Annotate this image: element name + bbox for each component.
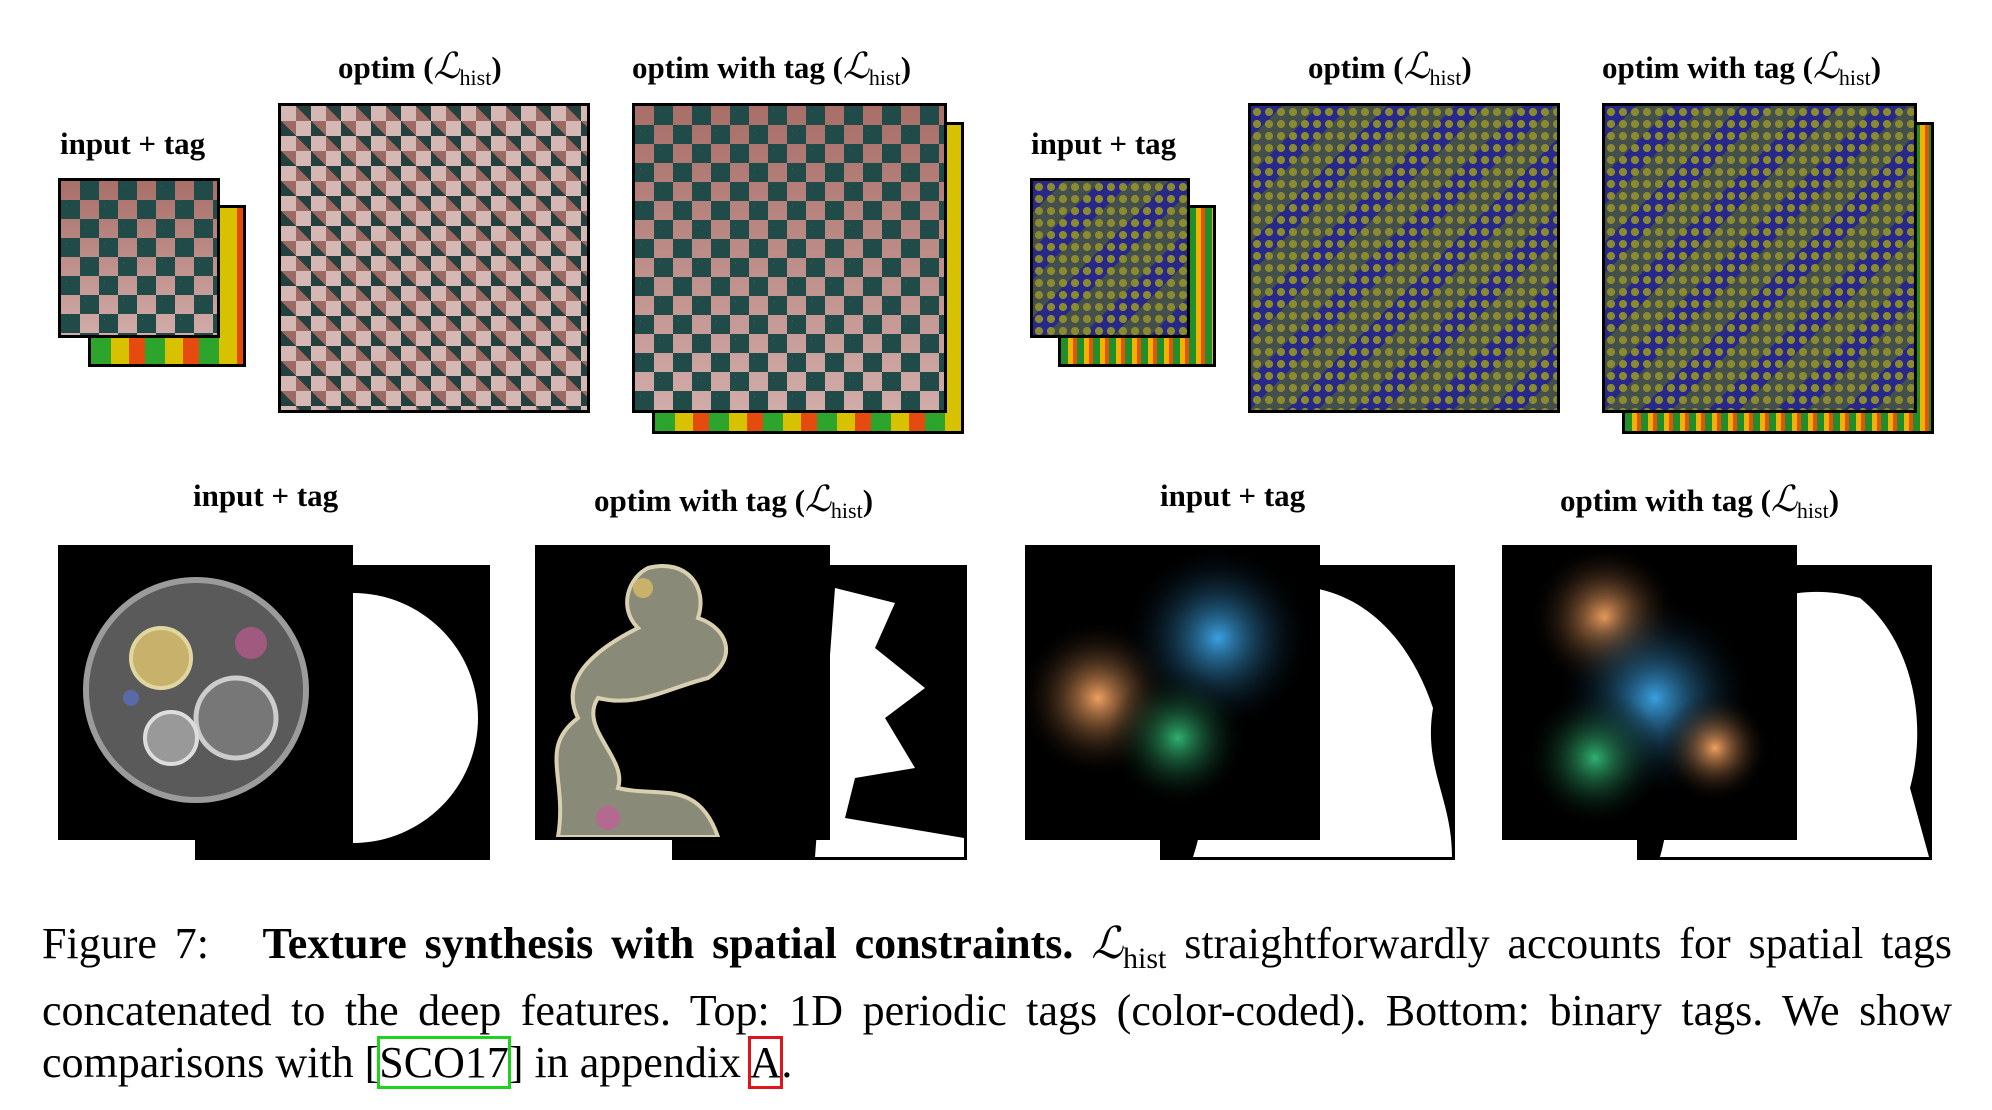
input-texture-2 (1030, 178, 1190, 338)
smoke-graphic (1028, 548, 1313, 808)
optim-with-tag-result-2 (1602, 103, 1917, 413)
input-texture-1 (58, 178, 220, 338)
optim-with-tag-result-1 (632, 103, 947, 413)
watch-gears-input (58, 545, 353, 840)
label-input-tag-1: input + tag (60, 126, 206, 161)
caption-loss-symbol: ℒ (1091, 919, 1123, 968)
label-input-tag-2: input + tag (1031, 126, 1177, 161)
caption-text-3: . (781, 1037, 793, 1087)
gears-graphic (83, 577, 309, 803)
label-optim-2: optim (ℒhist) (1308, 46, 1472, 91)
citation-sco17-link[interactable]: SCO17 (377, 1035, 511, 1089)
label-input-tag-4: input + tag (1160, 478, 1306, 513)
label-optim-with-tag-4: optim with tag (ℒhist) (1560, 479, 1840, 524)
optim-smoke-result (1502, 545, 1797, 840)
label-optim-with-tag-3: optim with tag (ℒhist) (594, 479, 874, 524)
label-optim-with-tag-2: optim with tag (ℒhist) (1602, 46, 1882, 91)
figure-label: Figure 7: (42, 919, 209, 968)
smoke-result-graphic (1525, 548, 1770, 828)
caption-title: Texture synthesis with spatial constrain… (262, 919, 1074, 968)
label-optim-1: optim (ℒhist) (338, 46, 502, 91)
half-disk-mask (353, 593, 478, 843)
optim-result-2 (1248, 103, 1560, 413)
optim-gears-result (535, 545, 830, 840)
figure-caption: Figure 7: Texture synthesis with spatial… (42, 918, 1952, 1089)
caption-text-1: straightforwardly accounts for spatial t… (42, 919, 1953, 1087)
gears-result-graphic (554, 564, 729, 837)
caption-text-2: ] in appendix (508, 1037, 750, 1087)
smoke-input (1025, 545, 1320, 840)
appendix-a-link[interactable]: A (747, 1035, 784, 1089)
caption-loss-sub: hist (1122, 941, 1167, 975)
optim-result-1 (278, 103, 590, 413)
label-input-tag-3: input + tag (193, 478, 339, 513)
label-optim-with-tag-1: optim with tag (ℒhist) (632, 46, 912, 91)
